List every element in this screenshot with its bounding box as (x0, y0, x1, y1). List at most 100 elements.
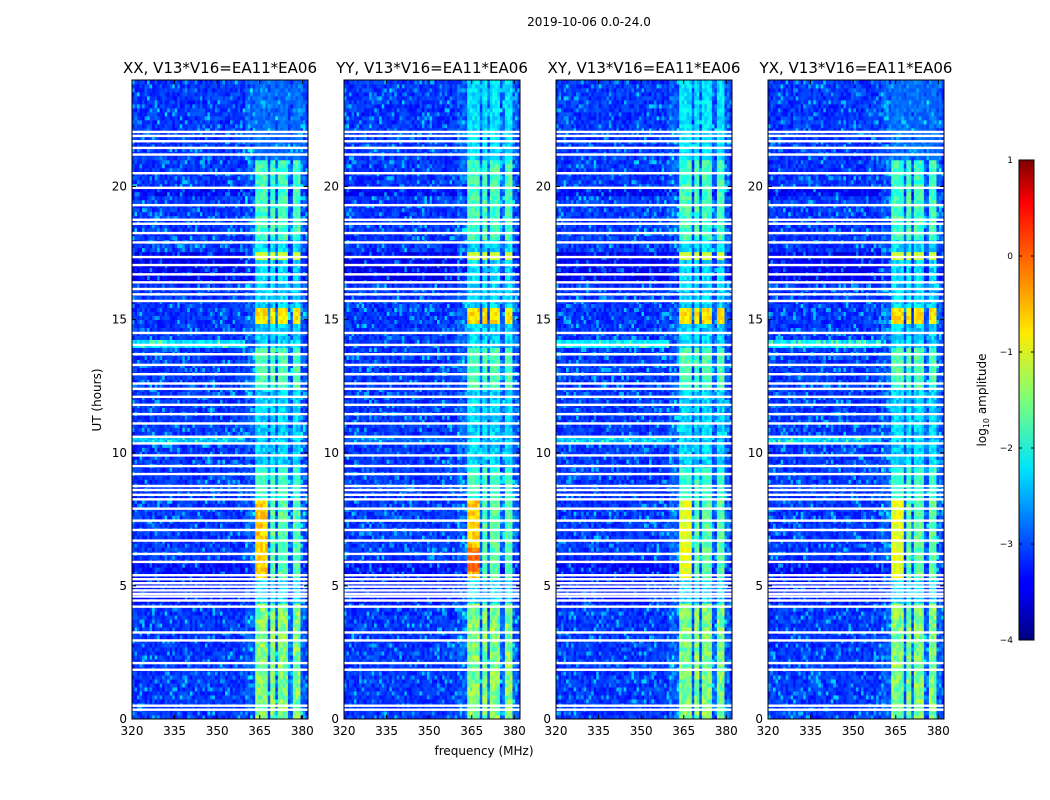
heatmap-cell (154, 683, 158, 688)
heatmap-cell (220, 627, 223, 632)
heatmap-cell (250, 607, 254, 612)
heatmap-cell (240, 687, 244, 692)
heatmap-cell (305, 607, 309, 612)
heatmap-cell (177, 543, 181, 548)
heatmap-cell (204, 503, 208, 508)
heatmap-cell (252, 647, 256, 652)
heatmap-cell (292, 479, 296, 484)
heatmap-cell (152, 547, 156, 552)
heatmap-cell (277, 563, 281, 568)
heatmap-cell (214, 571, 218, 576)
heatmap-cell (167, 619, 171, 624)
heatmap-cell (305, 619, 309, 624)
heatmap-cell (209, 683, 213, 688)
heatmap-cell (192, 571, 196, 576)
heatmap-cell (267, 675, 271, 680)
heatmap-cell (240, 691, 244, 696)
heatmap-cell (302, 475, 306, 480)
heatmap-cell (305, 555, 309, 560)
heatmap-cell (182, 655, 186, 660)
heatmap-cell (225, 459, 228, 464)
heatmap-cell (132, 511, 135, 516)
heatmap-cell (139, 431, 143, 436)
heatmap-cell (262, 575, 266, 580)
heatmap-cell (169, 715, 173, 720)
heatmap-cell (167, 583, 171, 588)
heatmap-cell (147, 447, 150, 452)
heatmap-cell (297, 683, 301, 688)
heatmap-cell (287, 455, 291, 460)
heatmap-cell (164, 699, 168, 704)
heatmap-cell (257, 579, 261, 584)
heatmap-cell (257, 499, 261, 504)
heatmap-cell (144, 543, 148, 548)
heatmap-cell (242, 659, 246, 664)
heatmap-cell (164, 715, 168, 720)
heatmap-cell (157, 679, 161, 684)
heatmap-cell (275, 715, 279, 720)
heatmap-cell (194, 695, 198, 700)
heatmap-cell (217, 691, 221, 696)
heatmap-cell (134, 579, 138, 584)
heatmap-cell (204, 671, 208, 676)
heatmap-cell (222, 491, 226, 496)
heatmap-cell (270, 571, 274, 576)
heatmap-cell (300, 555, 304, 560)
heatmap-cell (182, 715, 186, 720)
heatmap-cell (285, 603, 289, 608)
heatmap-cell (187, 635, 191, 640)
heatmap-cell (179, 555, 183, 560)
heatmap-cell (270, 567, 274, 572)
heatmap-cell (184, 523, 188, 528)
heatmap-cell (230, 711, 233, 716)
heatmap-cell (202, 715, 206, 720)
heatmap-cell (182, 523, 186, 528)
heatmap-cell (134, 659, 138, 664)
heatmap-cell (142, 683, 145, 688)
heatmap-cell (255, 647, 259, 652)
heatmap-cell (260, 535, 264, 540)
heatmap-cell (172, 567, 176, 572)
heatmap-cell (167, 571, 171, 576)
heatmap-cell (222, 499, 226, 504)
heatmap-cell (245, 511, 249, 516)
heatmap-cell (184, 623, 188, 628)
heatmap-cell (202, 687, 206, 692)
heatmap-cell (230, 611, 233, 616)
heatmap-cell (192, 467, 196, 472)
heatmap-cell (280, 687, 284, 692)
heatmap-cell (144, 447, 148, 452)
heatmap-cell (247, 583, 251, 588)
heatmap-cell (247, 531, 251, 536)
heatmap-cell (209, 511, 213, 516)
heatmap-cell (237, 543, 241, 548)
heatmap-cell (255, 495, 259, 500)
heatmap-cell (154, 655, 158, 660)
heatmap-cell (134, 547, 138, 552)
heatmap-cell (302, 575, 306, 580)
heatmap-cell (149, 711, 153, 716)
heatmap-cell (202, 683, 206, 688)
heatmap-cell (237, 671, 241, 676)
heatmap-cell (209, 675, 213, 680)
heatmap-cell (187, 515, 191, 520)
heatmap-cell (164, 671, 168, 676)
heatmap-cell (154, 603, 158, 608)
heatmap-cell (250, 491, 254, 496)
heatmap-cell (257, 467, 261, 472)
heatmap-cell (162, 671, 166, 676)
heatmap-cell (235, 695, 238, 700)
heatmap-cell (252, 479, 256, 484)
heatmap-cell (132, 579, 135, 584)
heatmap-cell (147, 687, 150, 692)
heatmap-cell (134, 447, 138, 452)
heatmap-cell (217, 567, 221, 572)
heatmap-cell (167, 651, 171, 656)
heatmap-cell (179, 623, 183, 628)
heatmap-cell (245, 635, 249, 640)
heatmap-cell (222, 547, 226, 552)
heatmap-cell (230, 451, 233, 456)
heatmap-cell (204, 611, 208, 616)
heatmap-cell (250, 543, 254, 548)
heatmap-cell (152, 579, 156, 584)
